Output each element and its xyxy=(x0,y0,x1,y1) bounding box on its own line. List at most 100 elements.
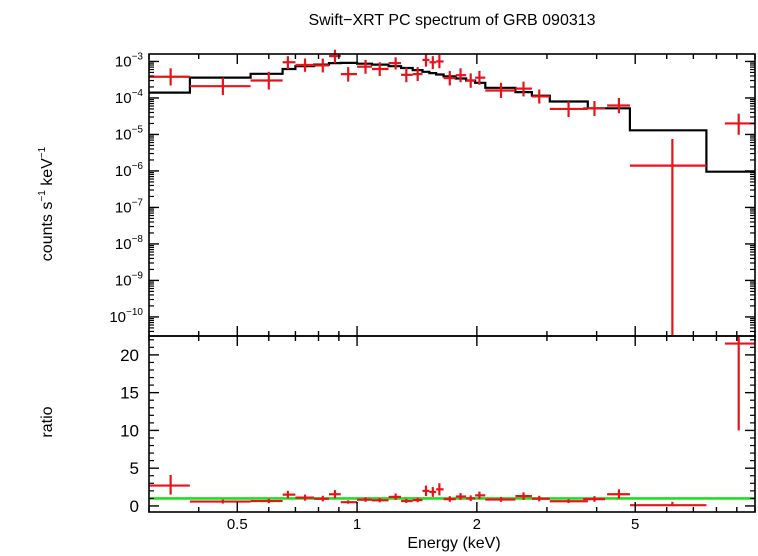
y-tick-exponent: −7 xyxy=(132,197,144,208)
ratio-point xyxy=(583,496,606,502)
spectrum-point xyxy=(388,57,402,70)
ratio-y-axis-label: ratio xyxy=(39,406,56,437)
spectrum-point xyxy=(295,58,315,72)
ratio-point xyxy=(401,498,413,503)
y-tick-exponent: −3 xyxy=(132,51,144,62)
x-tick-label: 0.5 xyxy=(227,516,248,533)
ratio-point xyxy=(388,493,402,500)
ratio-y-tick-label: 0 xyxy=(130,497,139,516)
y-tick-label: 10−10 xyxy=(109,307,143,326)
ratio-y-tick-labels: 0 5 10 15 20 xyxy=(120,346,139,516)
spectrum-point xyxy=(314,58,329,73)
spectrum-point xyxy=(549,101,588,118)
spectrum-point xyxy=(357,59,372,74)
spectrum-point xyxy=(436,55,444,69)
y-tick-exponent: −5 xyxy=(132,124,144,135)
ratio-point xyxy=(357,497,372,502)
y-tick-label: 10−5 xyxy=(115,124,144,143)
y-tick-exponent: −9 xyxy=(132,270,144,281)
ratio-point xyxy=(250,498,283,504)
ratio-point xyxy=(429,487,437,497)
y-tick-base: 10 xyxy=(115,199,132,216)
spectrum-point xyxy=(340,67,358,82)
ratio-y-tick-label: 10 xyxy=(120,421,139,440)
spectrum-point xyxy=(422,54,430,67)
spectrum-panel: 10−310−410−510−610−710−810−910−10 xyxy=(109,49,756,346)
ratio-point xyxy=(340,500,358,504)
y-tick-base: 10 xyxy=(115,163,132,180)
y-tick-base: 10 xyxy=(115,236,132,253)
y-tick-label: 10−7 xyxy=(115,197,144,216)
spectrum-axis-ticks xyxy=(148,54,756,346)
spectrum-point xyxy=(531,89,550,104)
ratio-panel-frame xyxy=(148,335,756,513)
y-tick-exponent: −6 xyxy=(132,161,144,172)
ylabel-sup1: −1 xyxy=(37,190,48,202)
y-tick-label: 10−8 xyxy=(115,234,144,253)
ratio-point xyxy=(455,493,467,500)
spectrum-point xyxy=(412,67,423,82)
spectrum-point xyxy=(250,71,283,90)
spectrum-point xyxy=(466,73,476,88)
ratio-point xyxy=(412,497,423,503)
x-axis-label: Energy (keV) xyxy=(407,535,500,552)
spectrum-point xyxy=(401,67,413,83)
ratio-data-points xyxy=(149,336,755,507)
ratio-point xyxy=(443,496,456,502)
ratio-y-tick-label: 15 xyxy=(120,384,139,403)
ratio-point xyxy=(549,499,588,504)
ratio-point xyxy=(328,490,341,499)
spectrum-y-tick-labels: 10−310−410−510−610−710−810−910−10 xyxy=(109,51,143,325)
ratio-point xyxy=(295,494,315,501)
ylabel-mid: keV xyxy=(39,158,56,190)
spectrum-point xyxy=(629,138,707,336)
ratio-point xyxy=(314,495,329,502)
chart-title: Swift−XRT PC spectrum of GRB 090313 xyxy=(308,12,595,29)
spectrum-point xyxy=(724,113,755,135)
ratio-point xyxy=(371,498,389,503)
y-tick-label: 10−6 xyxy=(115,161,144,180)
y-tick-base: 10 xyxy=(115,126,132,143)
spectrum-point xyxy=(429,56,437,70)
ratio-point xyxy=(282,490,296,499)
spectrum-point xyxy=(515,81,532,97)
ylabel-main: counts s xyxy=(39,202,56,262)
spectrum-point xyxy=(282,56,296,70)
y-tick-exponent: −4 xyxy=(132,88,144,99)
ratio-point xyxy=(724,336,755,431)
spectrum-point xyxy=(371,62,389,76)
y-tick-label: 10−3 xyxy=(115,51,144,70)
ylabel-sup2: −1 xyxy=(37,146,48,158)
ratio-point xyxy=(515,492,532,500)
spectrum-point xyxy=(583,101,606,117)
ratio-point xyxy=(629,501,707,507)
spectrum-point xyxy=(455,68,467,83)
y-tick-base: 10 xyxy=(109,309,126,326)
spectrum-point xyxy=(443,70,456,86)
y-tick-exponent: −8 xyxy=(132,234,144,245)
spectrum-y-axis-label: counts s−1 keV−1 xyxy=(37,146,56,261)
y-tick-exponent: −10 xyxy=(126,307,143,318)
ratio-point xyxy=(466,495,476,502)
ratio-panel: 0 5 10 15 20 0.5 1 2 5 xyxy=(120,335,756,533)
ratio-point xyxy=(531,495,550,502)
ratio-point xyxy=(475,491,486,500)
ratio-point xyxy=(607,489,630,499)
spectrum-point xyxy=(607,97,630,114)
x-tick-label: 1 xyxy=(353,516,361,533)
ratio-y-tick-label: 5 xyxy=(130,459,139,478)
y-tick-base: 10 xyxy=(115,90,132,107)
ratio-point xyxy=(436,483,444,496)
ratio-point xyxy=(485,496,516,502)
spectrum-point xyxy=(485,82,516,98)
y-tick-label: 10−4 xyxy=(115,88,144,107)
y-tick-base: 10 xyxy=(115,272,132,289)
spectrum-point xyxy=(149,68,190,86)
y-tick-label: 10−9 xyxy=(115,270,144,289)
y-tick-base: 10 xyxy=(115,53,132,70)
ratio-point xyxy=(189,499,251,504)
x-tick-labels: 0.5 1 2 5 xyxy=(227,516,640,533)
x-tick-label: 2 xyxy=(473,516,481,533)
